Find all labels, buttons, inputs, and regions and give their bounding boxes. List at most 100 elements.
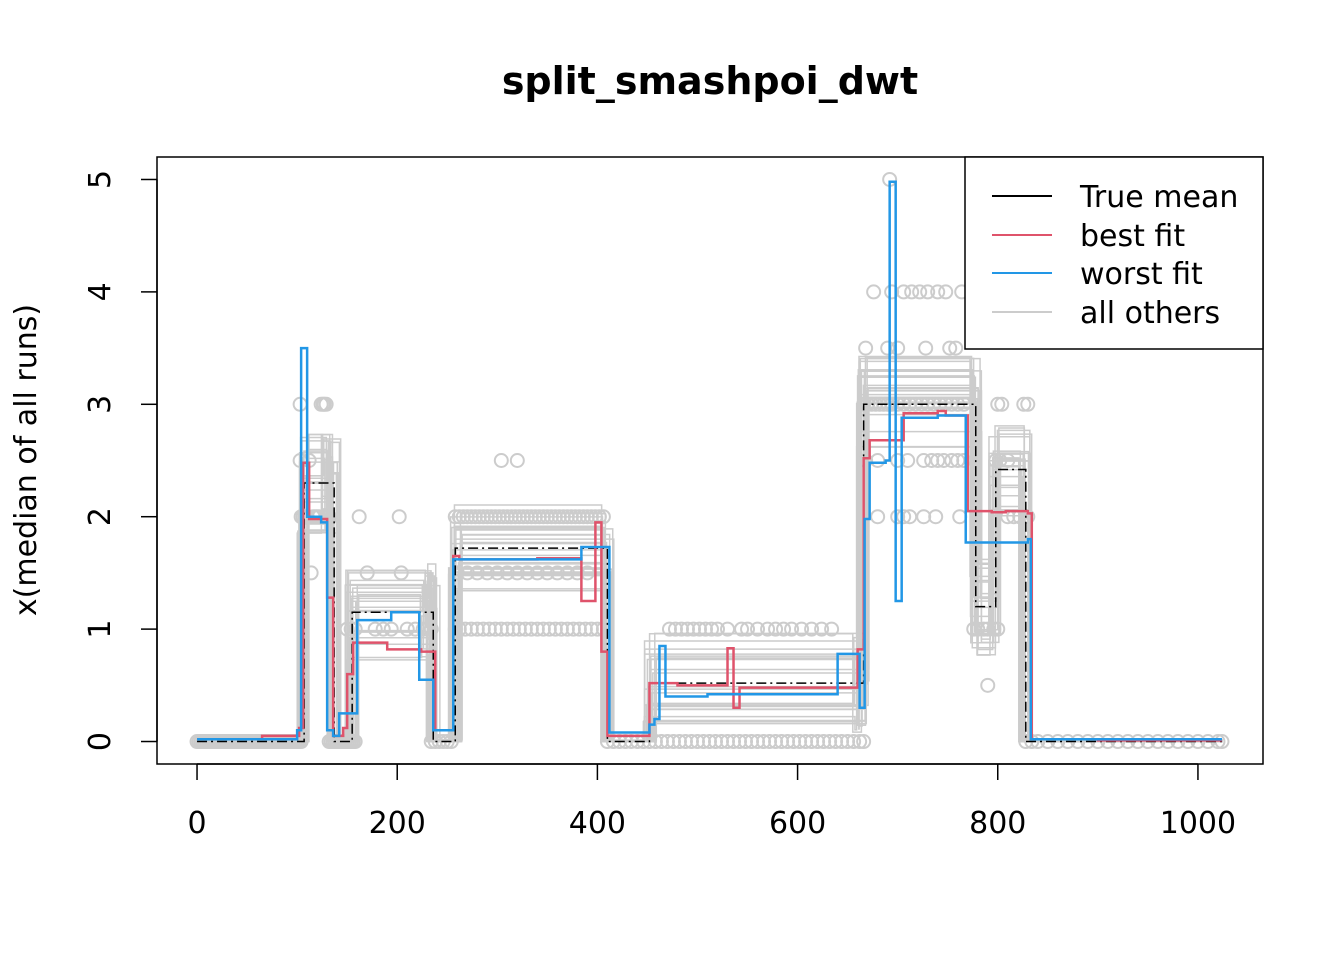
other-run-point [509,565,525,581]
other-run-point [367,621,383,637]
other-run-point [720,621,736,637]
other-run-point [750,621,766,637]
other-run-point [902,509,918,525]
y-tick-label: 1 [83,620,118,639]
y-axis: 0 1 2 3 4 5 [83,170,158,751]
other-run-point [393,565,409,581]
other-run-point [559,565,575,581]
other-run-point [936,453,952,468]
other-run-point [856,734,872,750]
other-run-point [990,621,1006,637]
other-run-point [966,621,982,637]
other-run-point [479,565,495,581]
other-run-point [704,621,720,637]
other-run-point [858,340,874,356]
other-run-point [900,453,916,468]
other-run-point [970,621,986,637]
other-run-point [952,509,968,525]
other-run-point [942,340,958,356]
other-run-point [519,565,535,581]
other-run-point [347,621,363,637]
x-tick-label: 600 [769,806,826,841]
other-run-point [447,621,463,637]
chart-title: split_smashpoi_dwt [502,59,918,103]
other-run-point [375,621,391,637]
other-run-point [439,734,455,750]
y-tick-label: 4 [83,282,118,301]
other-run-point [351,509,367,525]
other-run-point [950,453,966,468]
other-run-point [880,340,896,356]
other-run-point [994,396,1010,412]
other-run-point [734,621,750,637]
other-run-point [595,509,611,525]
y-tick-label: 5 [83,170,118,189]
other-run-point [549,565,565,581]
other-run-point [760,621,776,637]
x-tick-label: 1000 [1160,806,1236,841]
other-run-point [930,284,946,300]
other-run-point [980,677,996,693]
other-run-point [399,621,415,637]
x-tick-label: 0 [187,806,206,841]
other-run-point [916,453,932,468]
other-run-point [493,453,509,468]
other-run-point [459,565,475,581]
other-run-point [529,565,545,581]
other-run-point [990,396,1006,412]
other-run-point [920,284,936,300]
legend: True mean best fit worst fit all others [964,156,1264,350]
x-tick-label: 800 [969,806,1026,841]
other-run-point [293,734,309,750]
other-run-point [928,509,944,525]
other-run-line [197,401,1222,743]
other-run-point [890,340,906,356]
other-run-point [992,453,1008,468]
other-run-point [768,621,784,637]
worst-fit-line [197,180,1222,741]
other-run-point [870,509,886,525]
other-run-point [423,621,439,637]
other-run-line [197,413,1223,743]
other-run-point [509,453,525,468]
other-run-point [415,621,431,637]
other-run-point [866,284,882,300]
other-run-point [918,340,934,356]
other-run-point [1020,396,1036,412]
other-run-point [489,565,505,581]
true-mean-line [197,403,1222,743]
other-run-line [197,384,1223,743]
other-run-point [956,396,972,412]
legend-label-all-others: all others [1080,296,1220,331]
other-run-point [870,453,886,468]
other-run-point [912,284,928,300]
other-run-point [804,621,820,637]
other-run-point [896,509,912,525]
other-run-point [740,621,756,637]
other-run-point [948,340,964,356]
y-axis-label: x(median of all runs) [9,304,44,616]
other-run-point [383,621,399,637]
other-run-point [539,565,555,581]
other-run-point [359,565,375,581]
series-layer [197,180,1222,743]
x-tick-label: 200 [369,806,426,841]
legend-box [964,156,1264,350]
other-run-point [469,565,485,581]
other-run-point [896,284,912,300]
y-tick-label: 3 [83,395,118,414]
other-run-point [419,621,435,637]
other-run-point [339,621,355,637]
other-run-point [589,621,605,637]
x-axis: 0 200 400 600 800 1000 [187,763,1236,841]
legend-label-best-fit: best fit [1080,219,1185,254]
legend-label-worst-fit: worst fit [1080,257,1203,292]
other-run-point [794,621,810,637]
other-run-line [197,357,1223,743]
other-run-point [930,453,946,468]
other-run-point [449,565,465,581]
other-run-point [904,284,920,300]
other-run-point [391,509,407,525]
other-run-point [569,565,585,581]
